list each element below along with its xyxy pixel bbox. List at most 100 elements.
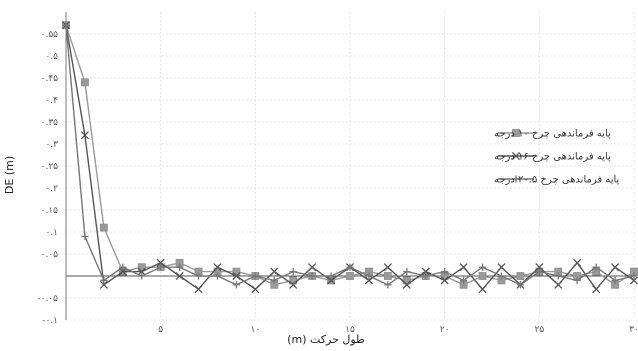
y-tick-label: ۰.۱ [45,228,58,238]
data-point [80,131,89,140]
x-tick-label: ۱۵ [345,325,355,335]
x-tick-label: ۳۰ [629,325,638,335]
legend-marker [512,129,520,137]
data-point [535,263,544,272]
data-point [592,263,600,271]
data-point [289,268,297,276]
y-tick-label: ۰.۵ [45,52,58,62]
x-tick-label: ۲۰ [440,325,450,335]
series-2 [61,21,638,294]
y-tick-label: ۰.۳ [45,140,58,150]
legend-label: پایه فرماندهی چرخ ۱۰ درجه [494,129,611,140]
legend-marker [512,175,520,183]
data-point [289,280,298,289]
data-point [327,272,335,280]
data-point [232,281,240,289]
data-point [308,263,317,272]
legend-item: پایه فرماندهی چرخ ۱۰ درجه [494,129,611,140]
y-tick-label: ۰.۴ [45,96,58,106]
data-point [232,271,241,281]
data-point [213,263,222,272]
data-point [516,281,524,289]
y-tick-label: -۰.۰۵ [37,294,58,304]
data-point [573,258,582,267]
legend-item: پایه فرماندهی چرخ ۱۶ درجه [494,152,611,163]
data-point [364,276,373,285]
y-tick-label: ۰.۴۵ [41,74,59,84]
data-point [81,78,89,87]
data-point [554,280,563,289]
data-point [478,263,487,271]
data-point [630,272,638,280]
x-tick-label: ۱۰ [250,325,260,335]
data-point [270,276,278,284]
data-point [137,267,146,276]
data-point [535,268,543,276]
legend-label: پایه فرماندهی چرخ ۱۶ درجه [494,152,611,163]
data-point [629,276,638,285]
data-point [611,263,620,272]
data-point [194,272,203,280]
tick-labels: -۰.۱ -۰.۰۵ ۰.۰۵ ۰.۱ ۰.۱۵ ۰.۲ ۰.۲۵ ۰.۳ ۰.۳۵ ۰.۴ ۰.۴… [37,30,638,335]
legend-marker [511,151,521,161]
data-point [119,263,127,271]
data-point [194,285,203,294]
data-point [460,276,468,284]
data-point [81,232,89,240]
data-point [403,268,411,276]
y-tick-label: ۰.۱۵ [41,206,59,216]
data-point [383,263,392,272]
y-axis-title: DE (m) [3,156,16,194]
series-3 [62,21,638,289]
y-tick-label: ۰.۵۵ [41,30,59,40]
data-point [346,272,354,280]
data-point [99,223,108,232]
data-point [441,268,449,276]
data-point [327,276,336,285]
data-point [497,272,506,280]
data-point [459,263,468,272]
data-point [383,272,392,280]
data-point [176,263,184,271]
x-tick-label: ۲۵ [534,325,544,335]
data-point [213,272,222,280]
data-point [365,272,373,280]
data-point [175,271,184,281]
data-point [384,281,392,289]
data-point [100,276,108,284]
legend: پایه فرماندهی چرخ ۱۰ درجه پایه فرماندهی چ… [494,129,620,186]
data-point [421,267,430,276]
data-point [478,272,487,280]
data-point [138,272,146,280]
y-tick-label: ۰.۳۵ [41,118,59,128]
data-point [592,285,601,294]
legend-label: پایه فرماندهی چرخ ۲۰.۵ درجه [494,175,620,186]
data-point [440,276,449,285]
data-point [157,263,165,271]
y-tick-label: ۰.۰۵ [41,250,59,260]
data-point [516,272,525,280]
x-tick-label: ۵ [158,325,163,335]
data-point [478,285,487,294]
legend-item: پایه فرماندهی چرخ ۲۰.۵ درجه [494,175,620,186]
data-point [308,272,316,280]
data-point [156,258,165,267]
data-point [270,267,279,276]
data-point [573,276,581,284]
data-point [497,263,506,272]
data-point [422,272,430,280]
data-point [402,280,411,289]
y-tick-label: -۰.۱ [42,316,58,326]
series-lines [61,21,638,294]
y-tick-label: ۰.۲۵ [41,162,59,172]
y-tick-label: ۰.۲ [45,184,58,194]
data-point [611,276,619,284]
x-axis-title: طول حرکت (m) [287,333,365,346]
data-point [346,263,354,271]
data-point [251,285,260,294]
data-point [554,272,562,280]
data-point [62,21,70,29]
data-point [99,280,108,289]
data-point [251,272,259,280]
